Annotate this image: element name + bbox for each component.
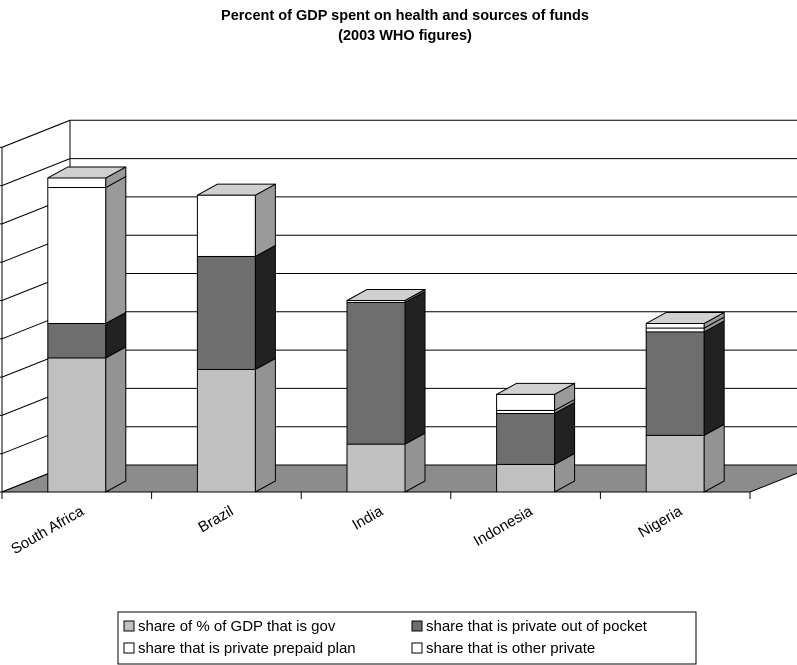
bar-segment — [496, 463, 556, 493]
x-tick-label: Indonesia — [471, 502, 536, 550]
bar-segment-side — [254, 244, 276, 371]
chart-subtitle: (2003 WHO figures) — [338, 28, 472, 44]
bar-segment — [196, 368, 256, 493]
bar-segment — [496, 412, 556, 465]
legend-swatch — [123, 642, 135, 654]
bar-segment — [645, 331, 705, 436]
bar-segment — [496, 393, 556, 411]
bar-segment — [346, 301, 406, 445]
legend-swatch — [123, 620, 135, 632]
bar-segment — [645, 322, 705, 329]
bar-segment — [645, 434, 705, 493]
gridline — [1, 158, 71, 187]
bar-segment — [645, 327, 705, 333]
bar-segment — [47, 187, 107, 324]
legend-box — [117, 611, 697, 665]
bar-segment-side — [404, 290, 426, 445]
bar-segment — [47, 177, 107, 189]
bar-segment — [47, 357, 107, 493]
bar-segment-side — [703, 423, 725, 493]
bar-top — [197, 183, 276, 196]
bar-segment-side — [254, 183, 276, 258]
legend-item-label: share that is private out of pocket — [426, 618, 648, 635]
bar-top — [645, 311, 725, 324]
legend-swatch — [411, 642, 423, 654]
legend-item-label: share of % of GDP that is gov — [138, 618, 336, 635]
bar-segment-side — [254, 357, 276, 493]
bar-top — [47, 166, 127, 179]
bar-segment — [196, 194, 256, 257]
bar-segment-side — [105, 346, 127, 493]
x-tick-label: South Africa — [8, 502, 87, 557]
bar-segment — [47, 322, 107, 359]
legend-swatch — [411, 620, 423, 632]
legend-item-label: share that is private prepaid plan — [138, 640, 356, 657]
x-tick-label: Brazil — [195, 503, 236, 536]
bar-top — [496, 382, 575, 395]
plot-area: 0123456789South AfricaBrazilIndiaIndones… — [0, 119, 797, 558]
legend: share of % of GDP that is gov share that … — [117, 611, 697, 665]
bar-segment-side — [703, 320, 725, 437]
chart-title: Percent of GDP spent on health and sourc… — [221, 8, 589, 24]
bar-segment-side — [105, 175, 127, 325]
legend-item-label: share that is other private — [426, 640, 595, 657]
gridline — [1, 119, 71, 148]
x-tick-label: India — [349, 502, 386, 533]
bar-top — [346, 289, 426, 301]
bar-segment — [346, 443, 406, 493]
x-tick-label: Nigeria — [636, 502, 686, 541]
bar-segment — [196, 255, 256, 370]
